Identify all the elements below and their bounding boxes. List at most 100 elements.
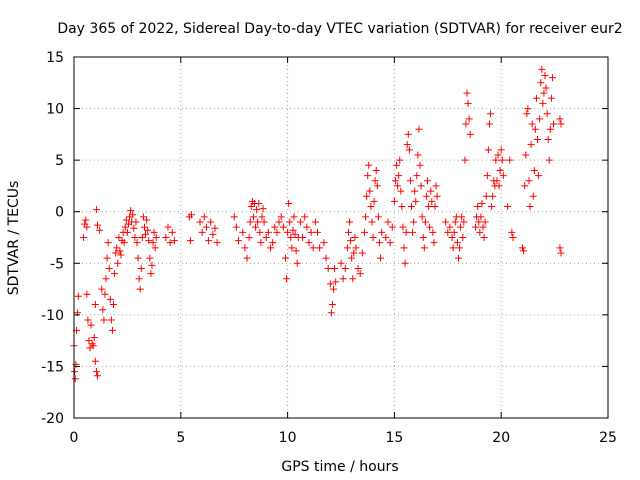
data-point xyxy=(102,275,110,283)
data-point xyxy=(465,115,473,123)
data-point xyxy=(196,218,204,226)
data-point xyxy=(162,234,170,241)
data-point xyxy=(397,187,405,195)
data-point xyxy=(74,292,82,300)
data-point xyxy=(373,182,381,190)
data-point xyxy=(150,228,158,236)
data-point xyxy=(140,223,148,231)
data-point xyxy=(356,270,364,278)
data-point xyxy=(495,182,503,190)
data-point xyxy=(489,192,497,200)
data-point xyxy=(85,337,93,345)
y-tick-label: -10 xyxy=(41,308,64,324)
data-point xyxy=(370,197,378,205)
data-point xyxy=(550,120,558,128)
y-axis-label: SDTVAR / TECUs xyxy=(6,181,22,296)
data-point xyxy=(256,228,264,236)
data-point xyxy=(541,72,549,80)
data-point xyxy=(466,130,474,138)
data-point xyxy=(463,89,471,97)
data-point xyxy=(252,223,260,231)
data-point xyxy=(246,218,254,226)
data-point xyxy=(530,166,538,174)
data-point xyxy=(403,141,411,149)
data-point xyxy=(416,161,424,169)
data-point xyxy=(537,79,545,87)
data-point xyxy=(149,239,157,247)
data-point xyxy=(528,120,536,128)
data-point xyxy=(284,228,292,236)
data-point xyxy=(71,375,79,383)
data-point xyxy=(327,309,335,317)
data-point xyxy=(478,199,486,207)
data-point xyxy=(309,244,317,252)
data-point xyxy=(114,259,122,267)
data-point xyxy=(307,228,315,236)
data-point xyxy=(504,203,512,211)
data-point xyxy=(258,213,266,221)
data-point xyxy=(290,213,298,221)
x-tick-label: 0 xyxy=(70,430,79,446)
data-point xyxy=(103,254,111,262)
data-point xyxy=(288,244,296,252)
data-point xyxy=(499,172,507,180)
data-point xyxy=(488,203,496,211)
data-point xyxy=(230,213,238,221)
data-point xyxy=(108,326,116,334)
data-points xyxy=(70,65,565,383)
data-point xyxy=(538,65,546,73)
data-point xyxy=(519,244,527,252)
data-point xyxy=(497,146,505,154)
data-point xyxy=(324,264,332,272)
data-point xyxy=(100,316,108,324)
data-point xyxy=(412,197,420,205)
data-point xyxy=(540,89,548,97)
data-point xyxy=(474,203,482,211)
grid xyxy=(74,57,608,418)
data-point xyxy=(375,239,383,247)
data-point xyxy=(427,187,435,195)
data-point xyxy=(98,285,106,293)
data-point xyxy=(326,280,334,288)
data-point xyxy=(292,247,300,255)
data-point xyxy=(277,213,285,221)
data-point xyxy=(401,259,409,267)
data-point xyxy=(479,223,487,231)
x-tick-label: 25 xyxy=(599,430,617,446)
data-point xyxy=(111,270,119,278)
data-point xyxy=(360,228,368,236)
data-point xyxy=(112,249,120,257)
data-point xyxy=(269,239,277,247)
data-point xyxy=(247,203,255,211)
data-point xyxy=(267,244,275,252)
data-point xyxy=(451,218,459,226)
data-point xyxy=(296,218,304,226)
data-point xyxy=(377,254,385,262)
data-point xyxy=(546,125,554,133)
data-point xyxy=(354,264,362,272)
data-point xyxy=(535,172,543,180)
data-point xyxy=(131,234,139,241)
data-point xyxy=(239,228,247,236)
data-point xyxy=(368,218,376,226)
data-point xyxy=(311,218,319,226)
y-tick-label: -15 xyxy=(41,359,64,375)
data-point xyxy=(508,228,516,236)
data-point xyxy=(232,223,240,231)
data-point xyxy=(84,316,92,324)
data-point xyxy=(291,230,299,238)
data-point xyxy=(93,221,101,229)
data-point xyxy=(279,223,287,231)
data-point xyxy=(524,105,532,113)
data-point xyxy=(93,372,101,380)
data-point xyxy=(166,239,174,247)
data-point xyxy=(506,156,514,164)
data-point xyxy=(121,223,129,231)
data-point xyxy=(186,237,194,245)
data-point xyxy=(414,151,422,159)
data-point xyxy=(135,275,143,283)
chart-title: Day 365 of 2022, Sidereal Day-to-day VTE… xyxy=(57,21,622,37)
data-point xyxy=(544,136,552,144)
data-point xyxy=(557,249,565,257)
data-point xyxy=(343,244,351,252)
